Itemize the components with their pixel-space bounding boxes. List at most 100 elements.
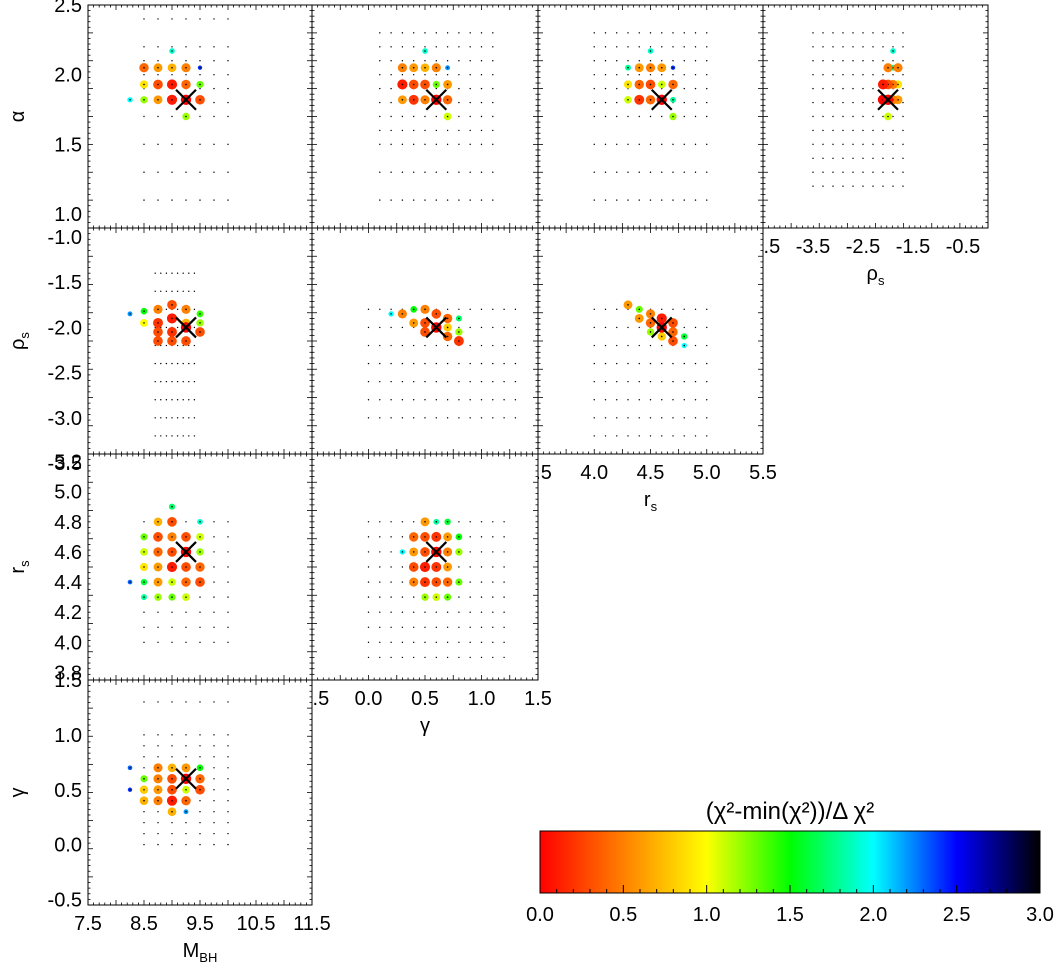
grid-sample-dot <box>413 143 415 146</box>
grid-sample-dot <box>379 581 381 583</box>
grid-sample-dot <box>213 789 215 791</box>
grid-sample-dot <box>492 129 494 132</box>
grid-sample-dot <box>852 185 854 187</box>
data-point-center <box>129 98 131 101</box>
grid-sample-dot <box>213 171 215 173</box>
grid-sample-dot <box>171 626 173 628</box>
grid-sample-dot <box>379 60 381 62</box>
data-point-center <box>143 799 145 802</box>
grid-sample-dot <box>143 843 145 846</box>
grid-sample-dot <box>227 611 229 613</box>
grid-sample-dot <box>492 32 494 34</box>
grid-sample-dot <box>413 611 415 613</box>
grid-sample-dot <box>458 399 460 401</box>
y-tick-label-1p0: 1.0 <box>54 725 82 747</box>
grid-sample-dot <box>852 157 854 160</box>
grid-sample-dot <box>503 566 505 568</box>
grid-sample-dot <box>832 101 834 104</box>
grid-sample-dot <box>227 641 229 644</box>
grid-sample-dot <box>227 767 229 769</box>
grid-sample-dot <box>842 32 844 34</box>
panel-alpha_vs_MBH: 1.0 1.5 2.0 2.5 α <box>7 0 313 229</box>
grid-sample-dot <box>469 626 471 628</box>
grid-sample-dot <box>492 521 494 523</box>
data-point-center <box>446 581 449 583</box>
grid-sample-dot <box>446 199 449 201</box>
grid-sample-dot <box>424 199 426 201</box>
grid-sample-dot <box>188 362 190 365</box>
grid-sample-dot <box>165 326 168 329</box>
grid-sample-dot <box>157 611 159 613</box>
grid-sample-dot <box>882 32 884 34</box>
grid-sample-dot <box>157 18 159 20</box>
grid-sample-dot <box>143 521 145 523</box>
grid-sample-dot <box>469 308 471 311</box>
y-tick-label-1p0: 1.0 <box>54 204 82 226</box>
grid-sample-dot <box>469 362 471 365</box>
grid-sample-dot <box>143 641 145 644</box>
grid-sample-dot <box>188 272 190 274</box>
grid-sample-dot <box>379 326 381 329</box>
grid-sample-dot <box>503 344 505 347</box>
grid-sample-dot <box>143 745 145 747</box>
grid-sample-dot <box>604 399 607 401</box>
data-point-center <box>171 799 173 802</box>
grid-sample-dot <box>213 821 215 824</box>
grid-sample-dot <box>480 362 483 365</box>
data-point-center <box>143 777 145 780</box>
grid-sample-dot <box>842 60 844 62</box>
grid-sample-dot <box>143 73 145 76</box>
data-point-center <box>627 83 629 86</box>
grid-sample-dot <box>390 101 392 104</box>
x-tick-label-4p0: 4.0 <box>580 462 608 484</box>
grid-sample-dot <box>902 115 904 118</box>
grid-sample-dot <box>661 308 663 311</box>
data-point-center <box>157 536 159 538</box>
grid-sample-dot <box>185 171 187 173</box>
grid-sample-dot <box>604 60 607 62</box>
data-point-center <box>171 596 173 598</box>
grid-sample-dot <box>227 811 229 813</box>
grid-sample-dot <box>852 143 854 146</box>
data-point-center <box>424 596 426 598</box>
grid-sample-dot <box>199 596 201 598</box>
grid-sample-dot <box>171 60 173 62</box>
grid-sample-dot <box>446 73 449 76</box>
grid-sample-dot <box>401 417 404 419</box>
grid-sample-dot <box>832 32 834 34</box>
y-tick-label-m3p0: -3.0 <box>48 408 82 430</box>
grid-sample-dot <box>424 626 426 628</box>
grid-sample-dot <box>424 362 426 365</box>
grid-sample-dot <box>390 171 392 173</box>
grid-sample-dot <box>593 399 595 401</box>
grid-sample-dot <box>593 115 595 118</box>
grid-sample-dot <box>638 115 640 118</box>
grid-sample-dot <box>638 380 640 383</box>
grid-sample-dot <box>435 626 437 628</box>
best-fit-marker <box>175 768 197 790</box>
grid-sample-dot <box>458 199 460 201</box>
grid-sample-dot <box>379 129 381 132</box>
data-point-center <box>412 98 415 101</box>
grid-sample-dot <box>469 596 471 598</box>
grid-sample-dot <box>227 115 229 118</box>
grid-sample-dot <box>593 417 595 419</box>
grid-sample-dot <box>638 344 640 347</box>
data-point-center <box>199 331 201 333</box>
data-point-center <box>157 66 159 69</box>
panel-rho_s_vs_rs: 3.54.04.55.05.5rs <box>524 227 777 514</box>
grid-sample-dot <box>424 344 426 347</box>
grid-sample-dot <box>616 60 618 62</box>
grid-sample-dot <box>176 362 179 365</box>
grid-sample-dot <box>379 308 381 311</box>
grid-sample-dot <box>213 199 215 201</box>
data-point-center <box>446 326 449 329</box>
grid-sample-dot <box>638 171 640 173</box>
grid-sample-dot <box>193 380 196 383</box>
grid-sample-dot <box>503 626 505 628</box>
grid-sample-dot <box>424 171 426 173</box>
grid-sample-dot <box>469 32 471 34</box>
grid-sample-dot <box>492 626 494 628</box>
grid-sample-dot <box>413 129 415 132</box>
grid-sample-dot <box>199 832 201 835</box>
